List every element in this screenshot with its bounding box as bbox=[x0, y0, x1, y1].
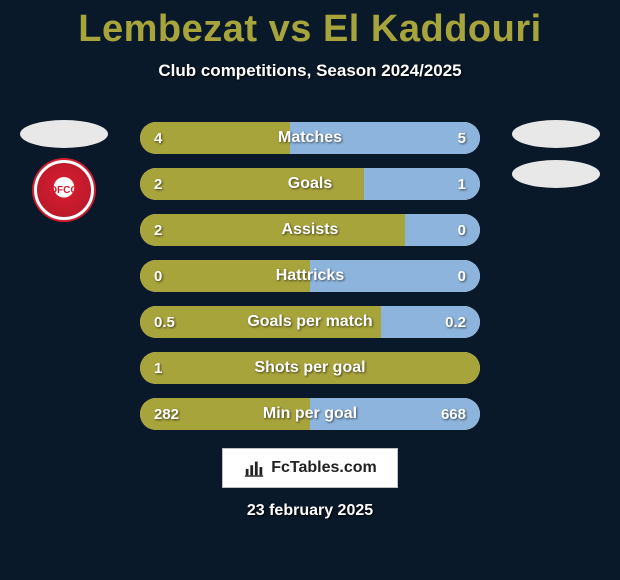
bar-label: Matches bbox=[140, 122, 480, 154]
bar-right-value: 668 bbox=[441, 398, 466, 430]
subtitle: Club competitions, Season 2024/2025 bbox=[0, 51, 620, 81]
right-player-block bbox=[512, 120, 600, 188]
bar-label: Hattricks bbox=[140, 260, 480, 292]
comparison-bars: 4Matches52Goals12Assists00Hattricks00.5G… bbox=[140, 122, 480, 430]
bar-label: Goals per match bbox=[140, 306, 480, 338]
bar-row: 2Goals1 bbox=[140, 168, 480, 200]
left-player-block: DFCO bbox=[20, 120, 108, 220]
page-title: Lembezat vs El Kaddouri bbox=[0, 0, 620, 51]
right-ellipse-placeholder-1 bbox=[512, 120, 600, 148]
branding-badge: FcTables.com bbox=[222, 448, 398, 488]
bar-label: Shots per goal bbox=[140, 352, 480, 384]
branding-text: FcTables.com bbox=[271, 459, 377, 477]
bar-chart-icon bbox=[243, 457, 265, 479]
left-team-crest: DFCO bbox=[34, 160, 94, 220]
footer-date: 23 february 2025 bbox=[0, 502, 620, 520]
right-ellipse-placeholder-2 bbox=[512, 160, 600, 188]
bar-row: 0.5Goals per match0.2 bbox=[140, 306, 480, 338]
bar-row: 0Hattricks0 bbox=[140, 260, 480, 292]
crest-text: DFCO bbox=[50, 185, 78, 196]
bar-row: 2Assists0 bbox=[140, 214, 480, 246]
bar-right-value: 0.2 bbox=[445, 306, 466, 338]
bar-right-value: 1 bbox=[458, 168, 466, 200]
left-ellipse-placeholder bbox=[20, 120, 108, 148]
bar-right-value: 0 bbox=[458, 214, 466, 246]
bar-right-value: 5 bbox=[458, 122, 466, 154]
bar-label: Min per goal bbox=[140, 398, 480, 430]
bar-right-value: 0 bbox=[458, 260, 466, 292]
bar-row: 282Min per goal668 bbox=[140, 398, 480, 430]
bar-row: 1Shots per goal bbox=[140, 352, 480, 384]
bar-row: 4Matches5 bbox=[140, 122, 480, 154]
bar-label: Assists bbox=[140, 214, 480, 246]
bar-label: Goals bbox=[140, 168, 480, 200]
